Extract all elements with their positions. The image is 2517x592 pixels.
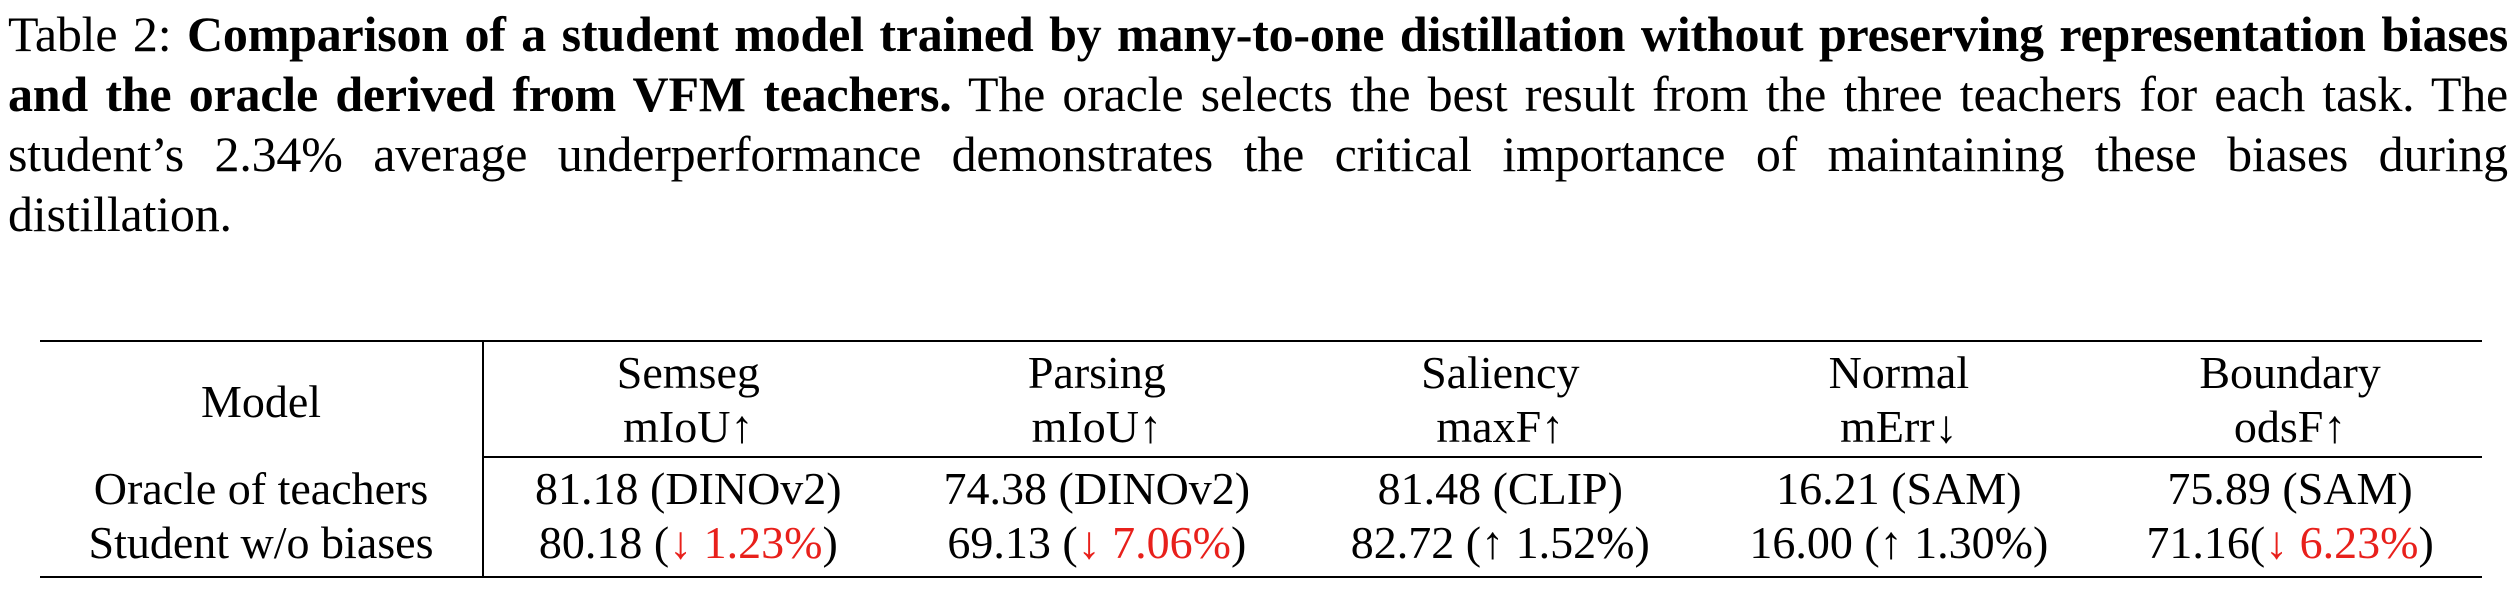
cell-paren-open: ( bbox=[1852, 517, 1880, 568]
header-metric-parsing: mIoU↑ bbox=[892, 400, 1301, 458]
table-row-oracle: Oracle of teachers 81.18 (DINOv2) 74.38 … bbox=[40, 457, 2482, 516]
table-caption: Table 2: Comparison of a student model t… bbox=[8, 4, 2508, 244]
cell-delta: ↓ 6.23% bbox=[2265, 517, 2419, 568]
header-metric-saliency: maxF↑ bbox=[1301, 400, 1700, 458]
table-cell: 81.18 (DINOv2) bbox=[483, 457, 893, 516]
header-metric-boundary: odsF↑ bbox=[2098, 400, 2482, 458]
header-metric-semseg: mIoU↑ bbox=[483, 400, 893, 458]
caption-body: The oracle selects the best result from … bbox=[8, 66, 2508, 242]
cell-value: 81.18 bbox=[535, 463, 639, 514]
table-cell: 81.48 (CLIP) bbox=[1301, 457, 1700, 516]
cell-teacher-note: (CLIP) bbox=[1492, 463, 1623, 514]
row-model-student: Student w/o biases bbox=[40, 516, 484, 578]
header-task-saliency: Saliency bbox=[1301, 340, 1700, 400]
table-cell: 80.18 (↓ 1.23%) bbox=[483, 516, 893, 578]
cell-delta: ↓ 7.06% bbox=[1077, 517, 1231, 568]
cell-paren-open: ( bbox=[642, 517, 670, 568]
cell-paren-open: ( bbox=[2249, 517, 2266, 568]
header-row-tasks: Model Semseg Parsing Saliency Normal Bou… bbox=[40, 340, 2482, 457]
cell-paren-open: ( bbox=[1050, 517, 1078, 568]
header-task-parsing: Parsing bbox=[892, 340, 1301, 400]
cell-value: 80.18 bbox=[538, 517, 643, 568]
cell-value: 74.38 bbox=[943, 463, 1048, 514]
cell-paren-close: ) bbox=[822, 517, 838, 568]
row-model-oracle: Oracle of teachers bbox=[40, 457, 484, 516]
cell-paren-open: ( bbox=[1454, 517, 1482, 568]
table-cell: 69.13 (↓ 7.06%) bbox=[892, 516, 1301, 578]
cell-delta: ↓ 1.23% bbox=[669, 517, 823, 568]
cell-value: 16.21 bbox=[1776, 463, 1880, 514]
cell-value: 69.13 bbox=[947, 517, 1051, 568]
table-row-student: Student w/o biases 80.18 (↓ 1.23%) 69.13… bbox=[40, 516, 2482, 578]
cell-value: 71.16 bbox=[2146, 517, 2250, 568]
table-cell: 16.21 (SAM) bbox=[1700, 457, 2099, 516]
cell-value: 82.72 bbox=[1350, 517, 1455, 568]
cell-delta: ↑ 1.30% bbox=[1879, 517, 2033, 568]
table-cell: 71.16(↓ 6.23%) bbox=[2098, 516, 2482, 578]
cell-paren-close: ) bbox=[2033, 517, 2049, 568]
header-task-semseg: Semseg bbox=[483, 340, 893, 400]
cell-paren-close: ) bbox=[1634, 517, 1650, 568]
results-table: Model Semseg Parsing Saliency Normal Bou… bbox=[40, 340, 2482, 578]
cell-delta: ↑ 1.52% bbox=[1481, 517, 1635, 568]
header-metric-normal: mErr↓ bbox=[1699, 400, 2099, 458]
header-row-metrics: mIoU↑ mIoU↑ maxF↑ mErr↓ odsF↑ bbox=[40, 400, 2482, 458]
table-cell: 82.72 (↑ 1.52%) bbox=[1301, 516, 1700, 578]
caption-label: Table 2: bbox=[8, 6, 172, 62]
header-task-boundary: Boundary bbox=[2098, 340, 2482, 400]
cell-teacher-note: (SAM) bbox=[1891, 463, 2022, 514]
cell-teacher-note: (DINOv2) bbox=[1058, 463, 1251, 514]
table-cell: 16.00 (↑ 1.30%) bbox=[1699, 516, 2099, 578]
cell-value: 75.89 bbox=[2167, 463, 2271, 514]
cell-teacher-note: (DINOv2) bbox=[650, 463, 842, 514]
cell-value: 16.00 bbox=[1749, 517, 1853, 568]
model-header: Model bbox=[40, 340, 484, 457]
cell-paren-close: ) bbox=[1230, 517, 1247, 568]
cell-value: 81.48 bbox=[1377, 463, 1482, 514]
caption-bold-title: Comparison of a student model trained by… bbox=[8, 6, 2508, 122]
table-cell: 75.89 (SAM) bbox=[2098, 457, 2482, 516]
cell-teacher-note: (SAM) bbox=[2282, 463, 2413, 514]
cell-paren-close: ) bbox=[2418, 517, 2434, 568]
header-task-normal: Normal bbox=[1699, 340, 2099, 400]
table-cell: 74.38 (DINOv2) bbox=[893, 457, 1301, 516]
